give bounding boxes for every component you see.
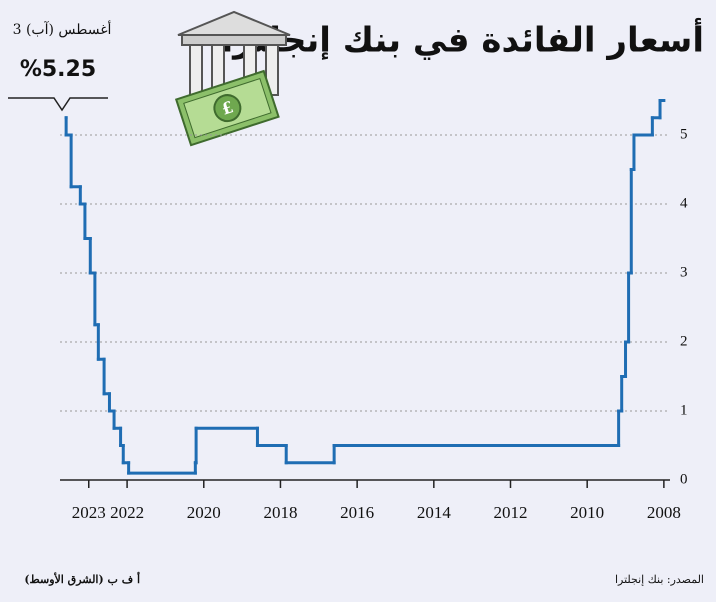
chart-title: أسعار الفائدة في بنك إنجلترا xyxy=(221,18,704,61)
x-tick-label: 2010 xyxy=(570,503,604,522)
x-tick-label: 2023 xyxy=(72,503,106,522)
source: المصدر: بنك إنجلترا xyxy=(615,573,704,586)
x-tick-label: 2020 xyxy=(187,503,221,522)
credit: أ ف ب (الشرق الأوسط) xyxy=(24,572,140,586)
y-tick-label: 1 xyxy=(680,402,688,418)
y-tick-label: 2 xyxy=(680,333,688,349)
x-tick-label: 2016 xyxy=(340,503,374,522)
page: {"chart_data": {"type": "step-line", "ti… xyxy=(0,0,716,602)
x-tick-label: 2014 xyxy=(417,503,452,522)
x-tick-label: 2018 xyxy=(263,503,297,522)
y-tick-label: 4 xyxy=(680,195,688,211)
y-tick-label: 0 xyxy=(680,471,688,487)
x-tick-label: 2012 xyxy=(494,503,528,522)
x-tick-label: 2022 xyxy=(110,503,144,522)
y-tick-label: 5 xyxy=(680,126,688,142)
annotation-date: 3 أغسطس (آب) xyxy=(13,19,112,38)
x-tick-label: 2008 xyxy=(647,503,681,522)
y-tick-label: 3 xyxy=(680,264,688,280)
annotation-value: %5.25 xyxy=(20,57,96,82)
chart: أسعار الفائدة في بنك إنجلترا £ 3 أغسطس (… xyxy=(0,0,716,602)
